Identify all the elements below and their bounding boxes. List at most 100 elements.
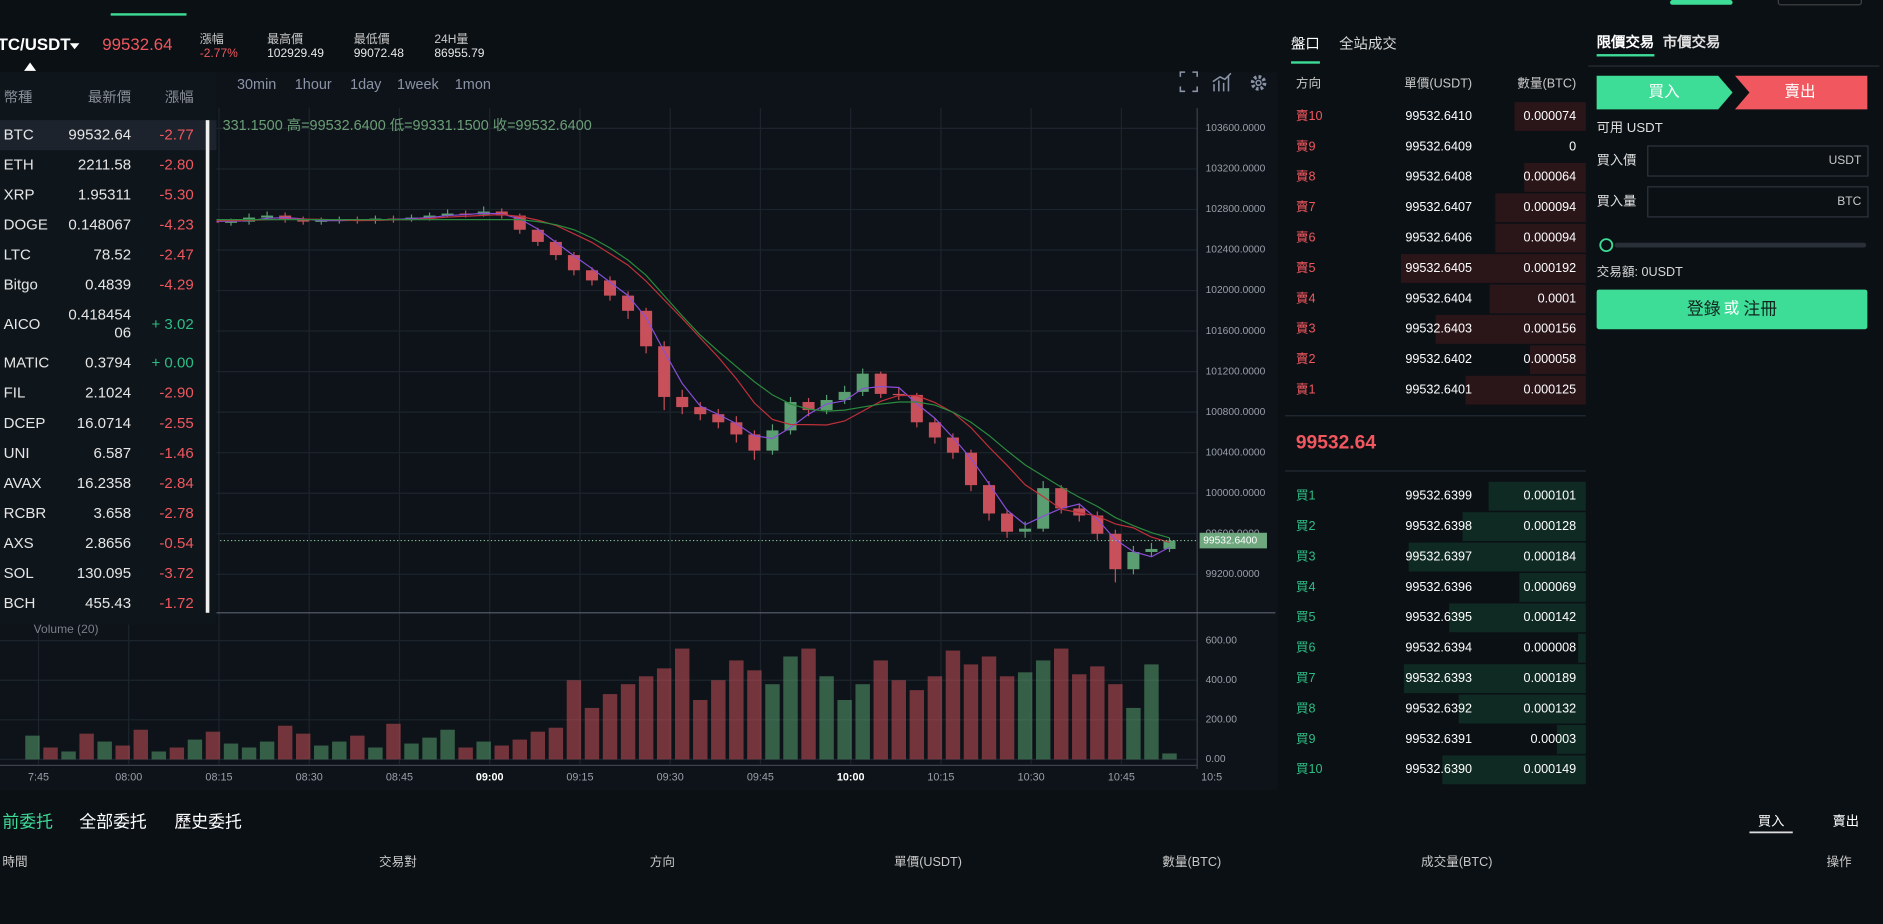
volume-bar (205, 731, 221, 760)
y-tick-label: 102800.0000 (1206, 204, 1266, 215)
side-label: 賣3 (1296, 321, 1316, 336)
side-tab[interactable]: 買入 (1758, 813, 1784, 828)
coin-name: RCBR (3, 504, 47, 522)
tab[interactable]: 盤口 (1291, 35, 1320, 52)
price-input[interactable] (1647, 145, 1869, 177)
order-amount: 0.000132 (1524, 701, 1577, 715)
coin-change: -2.47 (159, 246, 194, 264)
depth-bar (1465, 375, 1586, 405)
dropdown-arrow[interactable] (69, 43, 80, 50)
indicator-icon[interactable] (1212, 72, 1232, 92)
order-price: 99532.6398 (1405, 519, 1472, 533)
pair[interactable]: TC/USDT (0, 35, 71, 54)
interval-tab[interactable]: 1week (397, 77, 439, 93)
mid-price: 99532.64 (1296, 432, 1377, 453)
coin-row[interactable]: ETH 2211.58 -2.80 (0, 150, 217, 180)
coin-row[interactable]: DOGE 0.148067 -4.23 (0, 210, 217, 240)
order-tab[interactable]: 歷史委托 (174, 813, 242, 832)
side-tab[interactable]: 賣出 (1832, 813, 1858, 828)
coin-row[interactable]: BTC 99532.64 -2.77 (0, 120, 217, 151)
volume-bar (187, 739, 203, 760)
order-price: 99532.6396 (1405, 580, 1472, 594)
order-column: 方向 (650, 854, 675, 869)
volume-bar (368, 747, 383, 760)
order-amount: 0.000058 (1524, 352, 1577, 366)
coin-name: Bitgo (3, 276, 38, 294)
input-unit: BTC (1837, 194, 1861, 208)
y-tick-label: 103200.0000 (1206, 164, 1266, 175)
buy-button[interactable] (1596, 75, 1733, 110)
coin-row[interactable]: AXS 2.8656 -0.54 (0, 529, 217, 559)
tab[interactable]: 限價交易 (1597, 33, 1655, 51)
interval-tab[interactable]: 1day (350, 77, 382, 93)
sell-button[interactable] (1735, 75, 1868, 110)
coin-name: AVAX (3, 474, 42, 492)
coin-row[interactable]: DCEP 16.0714 -2.55 (0, 409, 217, 439)
volume-bar (1108, 684, 1123, 760)
coin-row[interactable]: AICO 0.41845406 + 3.02 (0, 300, 217, 348)
order-amount: 0.000189 (1524, 671, 1577, 685)
slider-handle[interactable] (1599, 238, 1614, 253)
order-price: 99532.6397 (1405, 549, 1472, 563)
candle-body (622, 295, 635, 311)
coin-row[interactable]: UNI 6.587 -1.46 (0, 439, 217, 469)
order-price: 99532.6392 (1405, 701, 1472, 715)
coin-row[interactable]: LTC 78.52 -2.47 (0, 240, 217, 270)
coin-name: AICO (3, 315, 41, 333)
volume-bar (476, 741, 491, 760)
x-tick-label: 09:30 (657, 771, 684, 783)
coin-price: 130.095 (76, 564, 132, 582)
side-label: 買6 (1296, 641, 1316, 655)
coin-change: -2.90 (159, 384, 194, 402)
volume-bar (530, 731, 546, 760)
order-tab[interactable]: 前委托 (2, 813, 53, 832)
tab[interactable]: 市價交易 (1663, 33, 1721, 51)
side-label: 買8 (1296, 701, 1316, 715)
order-amount: 0.000184 (1524, 549, 1577, 563)
coin-row[interactable]: BCH 455.43 -1.72 (0, 589, 217, 619)
coin-row[interactable]: Bitgo 0.4839 -4.29 (0, 270, 217, 300)
candle-body (423, 215, 436, 218)
tab[interactable]: 全站成交 (1339, 34, 1397, 52)
order-tab[interactable]: 全部委托 (79, 813, 147, 832)
candle-body (892, 393, 905, 396)
amount-input[interactable] (1647, 186, 1869, 218)
coin-price: 99532.64 (68, 126, 132, 143)
coin-change: -0.54 (159, 534, 194, 552)
side-label: 買4 (1296, 580, 1316, 594)
coin-row[interactable]: AVAX 16.2358 -2.84 (0, 469, 217, 499)
interval-tab[interactable]: 1hour (295, 77, 332, 93)
volume-bar (765, 684, 780, 760)
depth-bar (1408, 542, 1586, 572)
fullscreen-icon[interactable] (1179, 71, 1198, 93)
x-tick-label: 09:15 (566, 771, 593, 783)
volume-bar (241, 747, 257, 760)
top-button[interactable] (1670, 0, 1733, 5)
interval-tab[interactable]: 1mon (455, 77, 491, 93)
coin-name: UNI (3, 444, 30, 462)
settings-icon[interactable] (1250, 75, 1267, 91)
volume-tick-label: 600.00 (1206, 635, 1238, 646)
coin-price: 0.4839 (85, 276, 132, 294)
coin-row[interactable]: XRP 1.95311 -5.30 (0, 180, 217, 210)
side-tab-underline (1749, 831, 1793, 834)
scrollbar[interactable] (205, 120, 210, 613)
coin-row[interactable]: SOL 130.095 -3.72 (0, 559, 217, 589)
coin-row[interactable]: RCBR 3.658 -2.78 (0, 499, 217, 529)
stat-value: -2.77% (200, 46, 238, 60)
order-column: 操作 (1826, 854, 1852, 869)
order-amount: 0.000064 (1524, 170, 1577, 184)
login-button[interactable] (1596, 289, 1868, 330)
coin-price: 455.43 (85, 594, 132, 612)
order-price: 99532.6404 (1405, 291, 1472, 305)
candle-body (1109, 533, 1122, 570)
top-button[interactable] (1777, 0, 1862, 6)
tool-icons (1179, 71, 1267, 93)
interval-tab[interactable]: 30min (237, 77, 276, 93)
buy-label: 買入 (1648, 84, 1680, 101)
coin-row[interactable]: MATIC 0.3794 + 0.00 (0, 348, 217, 378)
slider-track[interactable] (1614, 242, 1867, 248)
coin-row[interactable]: FIL 2.1024 -2.90 (0, 378, 217, 408)
volume-bar (783, 656, 798, 760)
depth-bar (1488, 481, 1586, 511)
